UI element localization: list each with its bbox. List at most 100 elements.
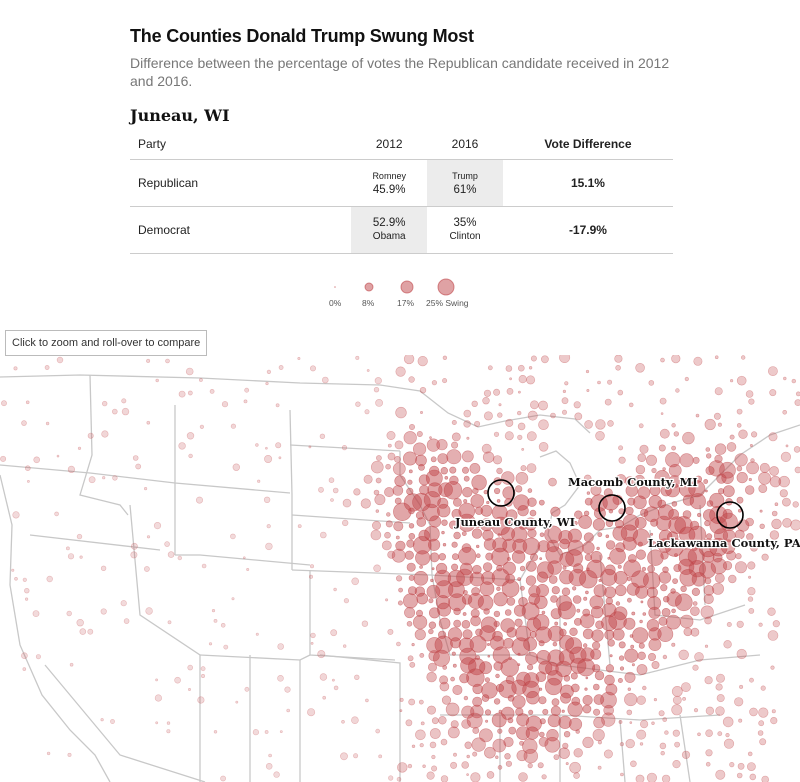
county-bubble <box>559 551 575 567</box>
county-bubble <box>604 629 615 640</box>
county-bubble <box>188 687 192 691</box>
county-bubble <box>310 641 314 645</box>
county-bubble <box>343 598 350 604</box>
county-bubble <box>414 586 426 597</box>
county-bubble <box>25 400 30 405</box>
county-bubble <box>625 506 634 516</box>
county-bubble <box>223 644 229 650</box>
county-bubble <box>584 420 593 429</box>
swing-map[interactable]: Juneau County, WI Macomb County, MI Lack… <box>0 355 800 782</box>
county-bubble <box>736 375 747 386</box>
county-bubble <box>648 638 662 651</box>
county-bubble <box>758 720 765 727</box>
county-bubble <box>388 775 394 781</box>
county-bubble <box>544 736 561 753</box>
county-bubble <box>747 762 756 771</box>
county-bubble <box>333 685 339 691</box>
county-bubble <box>678 558 695 575</box>
county-bubble <box>392 485 404 496</box>
county-bubble <box>574 412 583 421</box>
county-bubble <box>417 355 428 367</box>
county-bubble <box>557 601 576 620</box>
county-bubble <box>395 540 406 551</box>
county-bubble <box>703 585 715 596</box>
county-bubble <box>746 461 759 475</box>
county-bubble <box>403 355 415 365</box>
county-bubble <box>592 728 605 742</box>
county-bubble <box>458 547 477 566</box>
county-bubble <box>275 442 282 449</box>
county-bubble <box>275 403 280 408</box>
county-bubble <box>375 728 381 734</box>
county-bubble <box>607 639 615 647</box>
county-bubble <box>444 476 449 480</box>
candidate-pct: 61% <box>453 184 477 196</box>
county-bubble <box>597 532 603 537</box>
county-bubble <box>408 507 415 515</box>
county-bubble <box>440 738 448 746</box>
county-bubble <box>681 750 691 759</box>
county-bubble <box>692 601 698 606</box>
county-bubble <box>407 763 413 769</box>
county-bubble <box>201 673 206 678</box>
county-bubble <box>618 456 626 464</box>
county-bubble <box>451 651 456 656</box>
county-bubble <box>736 408 743 415</box>
county-bubble <box>429 552 440 563</box>
county-bubble <box>426 671 437 683</box>
county-bubble <box>770 546 774 550</box>
county-bubble <box>130 542 138 550</box>
candidate-pct: 35% <box>453 217 477 229</box>
county-bubble <box>688 525 707 544</box>
candidate-name: Trump <box>452 171 478 181</box>
county-bubble <box>209 389 215 394</box>
county-bubble <box>493 592 508 607</box>
county-bubble <box>482 451 495 463</box>
county-bubble <box>554 621 559 626</box>
county-bubble <box>668 464 682 477</box>
county-bubble <box>482 396 490 405</box>
county-bubble <box>396 641 401 647</box>
county-bubble <box>748 575 752 579</box>
county-bubble <box>708 460 725 477</box>
county-bubble <box>453 607 461 616</box>
county-bubble <box>679 614 694 629</box>
county-bubble <box>544 525 563 544</box>
county-bubble <box>790 519 800 531</box>
county-bubble <box>638 423 644 429</box>
county-bubble <box>395 366 406 377</box>
county-bubble <box>54 511 59 517</box>
county-bubble <box>659 742 667 750</box>
county-bubble <box>387 550 396 559</box>
county-bubble <box>177 555 183 561</box>
county-bubble <box>101 400 108 407</box>
county-bubble <box>112 408 118 415</box>
county-bubble <box>615 601 621 606</box>
county-heading: Juneau, WI <box>130 106 230 125</box>
county-bubble <box>574 510 583 519</box>
candidate-name: Clinton <box>449 231 481 242</box>
annotation-label-lackawanna: Lackawanna County, PA <box>648 536 800 550</box>
county-bubble <box>593 708 601 716</box>
county-bubble <box>66 546 70 551</box>
county-bubble <box>419 410 423 414</box>
county-bubble <box>449 466 457 474</box>
county-bubble <box>584 553 593 561</box>
county-bubble <box>722 485 735 498</box>
county-bubble <box>550 608 562 620</box>
county-bubble <box>650 541 657 547</box>
county-bubble <box>672 760 681 769</box>
county-bubble <box>429 728 441 739</box>
county-bubble <box>144 487 148 491</box>
county-bubble <box>648 606 661 619</box>
county-bubble <box>120 600 127 607</box>
county-bubble <box>634 474 646 486</box>
county-bubble <box>553 754 560 760</box>
county-bubble <box>795 391 800 397</box>
legend-label-17: 17% <box>397 298 415 308</box>
county-bubble <box>330 498 334 502</box>
county-bubble <box>774 502 779 506</box>
zoom-button[interactable]: Click to zoom and roll-over to compare <box>5 330 208 356</box>
county-bubble <box>659 397 667 405</box>
county-bubble <box>474 420 481 427</box>
